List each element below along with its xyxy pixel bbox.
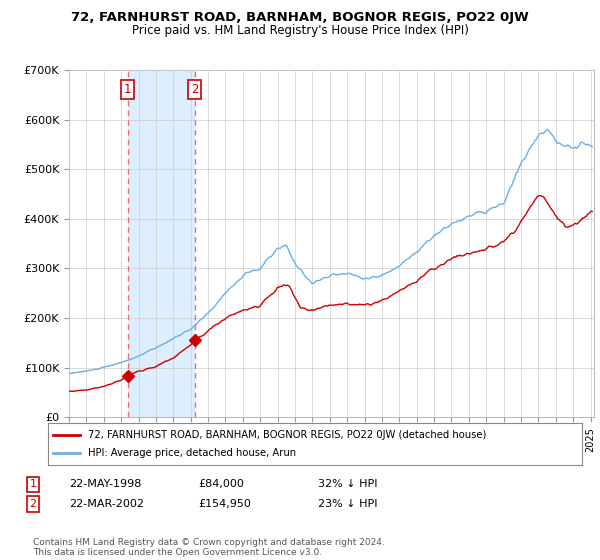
- Text: Price paid vs. HM Land Registry's House Price Index (HPI): Price paid vs. HM Land Registry's House …: [131, 24, 469, 36]
- Text: 2: 2: [191, 83, 198, 96]
- Text: 22-MAR-2002: 22-MAR-2002: [69, 499, 144, 509]
- Text: 72, FARNHURST ROAD, BARNHAM, BOGNOR REGIS, PO22 0JW: 72, FARNHURST ROAD, BARNHAM, BOGNOR REGI…: [71, 11, 529, 24]
- Text: 2: 2: [29, 499, 37, 509]
- Text: £154,950: £154,950: [198, 499, 251, 509]
- Text: 22-MAY-1998: 22-MAY-1998: [69, 479, 142, 489]
- Text: 1: 1: [29, 479, 37, 489]
- Text: 23% ↓ HPI: 23% ↓ HPI: [318, 499, 377, 509]
- Text: 1: 1: [124, 83, 131, 96]
- Text: 32% ↓ HPI: 32% ↓ HPI: [318, 479, 377, 489]
- Text: £84,000: £84,000: [198, 479, 244, 489]
- Text: 72, FARNHURST ROAD, BARNHAM, BOGNOR REGIS, PO22 0JW (detached house): 72, FARNHURST ROAD, BARNHAM, BOGNOR REGI…: [88, 430, 487, 440]
- Text: Contains HM Land Registry data © Crown copyright and database right 2024.
This d: Contains HM Land Registry data © Crown c…: [33, 538, 385, 557]
- Text: HPI: Average price, detached house, Arun: HPI: Average price, detached house, Arun: [88, 448, 296, 458]
- Bar: [128, 70, 194, 417]
